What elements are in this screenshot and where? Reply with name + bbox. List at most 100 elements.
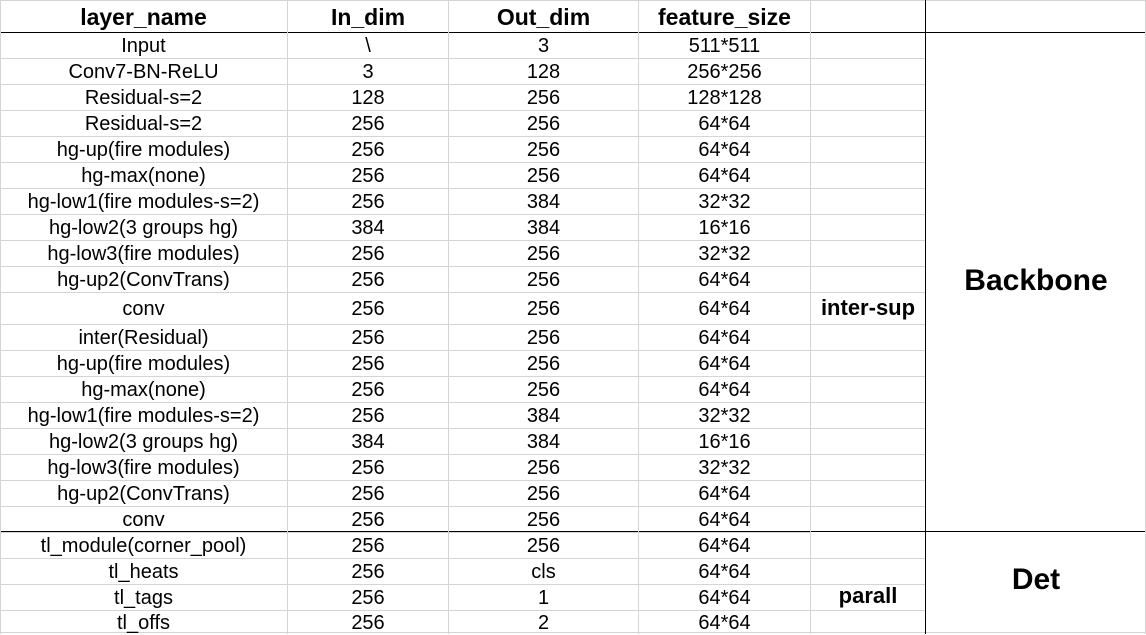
layer-name-cell[interactable]: Residual-s=2 <box>84 113 203 135</box>
in-dim-cell[interactable]: 256 <box>351 298 385 320</box>
out-dim-cell[interactable]: 3 <box>537 35 550 57</box>
in-dim-cell[interactable]: 128 <box>351 87 385 109</box>
in-dim-cell[interactable]: 256 <box>351 509 385 531</box>
det-group-label[interactable]: Det <box>1011 563 1061 596</box>
layer-name-cell[interactable]: hg-max(none) <box>81 165 206 187</box>
out-dim-cell[interactable]: 384 <box>526 431 561 453</box>
out-dim-cell[interactable]: 256 <box>526 165 561 187</box>
feature-size-cell[interactable]: 64*64 <box>698 379 751 401</box>
in-dim-cell[interactable]: 256 <box>351 611 385 634</box>
layer-name-cell[interactable]: conv <box>122 298 165 320</box>
out-dim-cell[interactable]: 384 <box>526 191 561 213</box>
in-dim-cell[interactable]: 256 <box>351 587 385 609</box>
feature-size-cell[interactable]: 64*64 <box>698 509 751 531</box>
layer-name-cell[interactable]: tl_tags <box>114 587 173 609</box>
layer-name-cell[interactable]: hg-low2(3 groups hg) <box>49 431 238 453</box>
out-dim-cell[interactable]: 256 <box>526 243 561 265</box>
inter-sup-label[interactable]: inter-sup <box>820 295 916 320</box>
feature-size-cell[interactable]: 64*64 <box>698 587 751 609</box>
in-dim-cell[interactable]: 256 <box>351 457 385 479</box>
out-dim-cell[interactable]: 256 <box>526 483 561 505</box>
layer-name-cell[interactable]: Conv7-BN-ReLU <box>68 61 219 83</box>
feature-size-cell[interactable]: 128*128 <box>687 87 762 109</box>
backbone-group-label[interactable]: Backbone <box>964 264 1108 297</box>
feature-size-cell[interactable]: 64*64 <box>698 165 751 187</box>
feature-size-cell[interactable]: 32*32 <box>698 405 751 427</box>
feature-size-cell[interactable]: 64*64 <box>698 353 751 375</box>
layer-name-cell[interactable]: hg-low3(fire modules) <box>47 243 240 265</box>
out-dim-cell[interactable]: 384 <box>526 405 561 427</box>
feature-size-cell[interactable]: 64*64 <box>698 611 751 634</box>
in-dim-cell[interactable]: 256 <box>351 483 385 505</box>
in-dim-cell[interactable]: 256 <box>351 113 385 135</box>
feature-size-cell[interactable]: 64*64 <box>698 113 751 135</box>
in-dim-cell[interactable]: 256 <box>351 243 385 265</box>
feature-size-cell[interactable]: 64*64 <box>698 535 751 557</box>
out-dim-cell[interactable]: 256 <box>526 139 561 161</box>
header-feature-size[interactable]: feature_size <box>658 3 791 30</box>
in-dim-cell[interactable]: \ <box>365 35 371 57</box>
feature-size-cell[interactable]: 16*16 <box>698 431 751 453</box>
layer-name-cell[interactable]: hg-up2(ConvTrans) <box>57 483 230 505</box>
layer-name-cell[interactable]: Residual-s=2 <box>84 87 203 109</box>
header-layer-name[interactable]: layer_name <box>80 3 207 30</box>
layer-name-cell[interactable]: hg-up(fire modules) <box>56 139 231 161</box>
out-dim-cell[interactable]: 256 <box>526 353 561 375</box>
out-dim-cell[interactable]: 256 <box>526 327 561 349</box>
in-dim-cell[interactable]: 256 <box>351 379 385 401</box>
out-dim-cell[interactable]: 256 <box>526 509 561 531</box>
feature-size-cell[interactable]: 32*32 <box>698 243 751 265</box>
layer-name-cell[interactable]: tl_module(corner_pool) <box>40 535 247 557</box>
layer-name-cell[interactable]: Input <box>121 35 166 57</box>
out-dim-cell[interactable]: 1 <box>537 587 550 609</box>
layer-name-cell[interactable]: hg-up2(ConvTrans) <box>57 269 230 291</box>
out-dim-cell[interactable]: 256 <box>526 87 561 109</box>
out-dim-cell[interactable]: 2 <box>537 611 550 634</box>
in-dim-cell[interactable]: 256 <box>351 191 385 213</box>
layer-name-cell[interactable]: hg-low2(3 groups hg) <box>49 217 238 239</box>
header-out-dim[interactable]: Out_dim <box>496 3 591 30</box>
header-in-dim[interactable]: In_dim <box>330 3 406 30</box>
out-dim-cell[interactable]: 128 <box>526 61 561 83</box>
feature-size-cell[interactable]: 32*32 <box>698 191 751 213</box>
layer-name-cell[interactable]: inter(Residual) <box>78 327 209 349</box>
in-dim-cell[interactable]: 256 <box>351 405 385 427</box>
feature-size-cell[interactable]: 32*32 <box>698 457 751 479</box>
out-dim-cell[interactable]: 256 <box>526 113 561 135</box>
layer-name-cell[interactable]: hg-low1(fire modules-s=2) <box>27 405 260 427</box>
in-dim-cell[interactable]: 256 <box>351 269 385 291</box>
out-dim-cell[interactable]: 256 <box>526 457 561 479</box>
feature-size-cell[interactable]: 64*64 <box>698 139 751 161</box>
feature-size-cell[interactable]: 64*64 <box>698 483 751 505</box>
in-dim-cell[interactable]: 256 <box>351 535 385 557</box>
layer-name-cell[interactable]: hg-low3(fire modules) <box>47 457 240 479</box>
out-dim-cell[interactable]: 256 <box>526 269 561 291</box>
layer-name-cell[interactable]: hg-max(none) <box>81 379 206 401</box>
in-dim-cell[interactable]: 3 <box>362 61 374 83</box>
in-dim-cell[interactable]: 384 <box>351 431 385 453</box>
layer-name-cell[interactable]: tl_offs <box>117 611 170 634</box>
out-dim-cell[interactable]: cls <box>531 561 556 583</box>
feature-size-cell[interactable]: 64*64 <box>698 327 751 349</box>
out-dim-cell[interactable]: 256 <box>526 535 561 557</box>
in-dim-cell[interactable]: 256 <box>351 353 385 375</box>
feature-size-cell[interactable]: 511*511 <box>688 35 761 57</box>
in-dim-cell[interactable]: 256 <box>351 139 385 161</box>
feature-size-cell[interactable]: 16*16 <box>698 217 751 239</box>
feature-size-cell[interactable]: 64*64 <box>698 298 751 320</box>
feature-size-cell[interactable]: 256*256 <box>687 61 762 83</box>
out-dim-cell[interactable]: 384 <box>526 217 561 239</box>
in-dim-cell[interactable]: 256 <box>351 561 385 583</box>
layer-name-cell[interactable]: conv <box>122 509 165 531</box>
in-dim-cell[interactable]: 256 <box>351 165 385 187</box>
in-dim-cell[interactable]: 384 <box>351 217 385 239</box>
layer-name-cell[interactable]: hg-low1(fire modules-s=2) <box>27 191 260 213</box>
out-dim-cell[interactable]: 256 <box>526 379 561 401</box>
out-dim-cell[interactable]: 256 <box>526 298 561 320</box>
layer-name-cell[interactable]: tl_heats <box>108 561 179 583</box>
in-dim-cell[interactable]: 256 <box>351 327 385 349</box>
feature-size-cell[interactable]: 64*64 <box>698 561 751 583</box>
feature-size-cell[interactable]: 64*64 <box>698 269 751 291</box>
layer-name-cell[interactable]: hg-up(fire modules) <box>56 353 231 375</box>
parall-label[interactable]: parall <box>838 583 898 608</box>
